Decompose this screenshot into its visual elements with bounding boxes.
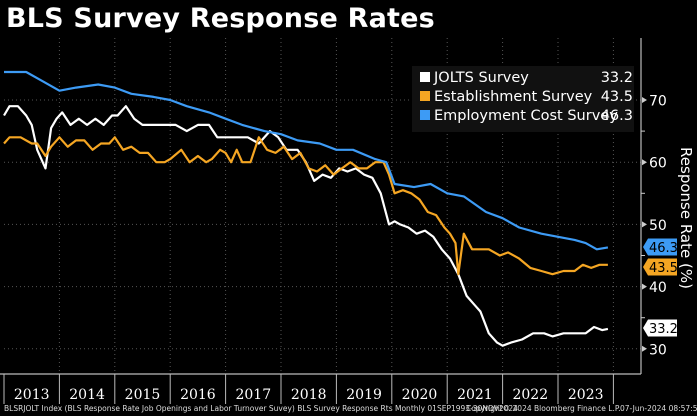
y-tick-label: 40 [649, 280, 667, 296]
y-axis-label: Response Rate (%) [677, 147, 695, 289]
legend-swatch-white [420, 72, 430, 82]
x-tick-label: 2022 [512, 387, 548, 403]
end-badge-label: 46.3 [649, 241, 678, 256]
y-tick-label: 70 [649, 94, 667, 110]
y-tick-label: 30 [649, 342, 667, 358]
x-axis: 2013 2014 2015 2016 2017 2018 2019 2020 2021 2022… [3, 374, 614, 404]
end-badge [643, 319, 677, 337]
y-tick-mark [642, 345, 647, 352]
end-badge-label: 33.2 [649, 322, 678, 337]
x-tick-label: 2021 [457, 387, 493, 403]
footer-source: BLSRJOLT Index (BLS Response Rate Job Op… [4, 404, 518, 413]
legend-value: 33.2 [600, 70, 633, 86]
x-tick-label: 2019 [346, 387, 382, 403]
y-tick-label: 60 [649, 156, 667, 172]
end-badge [643, 238, 677, 256]
legend-label: Establishment Survey [434, 89, 593, 105]
x-tick-label: 2015 [125, 387, 161, 403]
legend-label: Employment Cost Survey [434, 108, 618, 124]
legend-item-establishment: Establishment Survey 43.5 [420, 89, 633, 109]
end-badge [643, 258, 677, 276]
legend-item-jolts: JOLTS Survey 33.2 [420, 70, 633, 90]
y-tick-label: 50 [649, 218, 667, 234]
x-tick-label: 2017 [235, 387, 271, 403]
x-tick-label: 2018 [291, 387, 327, 403]
series-line-establishment-survey [3, 136, 608, 276]
end-value-badges: 33.2 43.5 46.3 [643, 238, 678, 337]
x-tick-label: 2013 [14, 387, 50, 403]
series-lines [3, 70, 609, 347]
legend: JOLTS Survey 33.2 Establishment Survey 4… [412, 66, 634, 132]
legend-swatch-orange [420, 91, 430, 101]
chart-title: BLS Survey Response Rates [6, 3, 435, 34]
y-tick-mark [642, 283, 647, 290]
y-tick-mark [642, 159, 647, 166]
y-tick-mark [642, 221, 647, 228]
y-axis: 30 40 50 60 70 [641, 94, 667, 358]
footer-copyright: Copyright© 2024 Bloomberg Finance L.P. [466, 404, 621, 413]
legend-swatch-blue [420, 110, 430, 120]
x-tick-label: 2014 [69, 387, 105, 403]
legend-label: JOLTS Survey [434, 70, 529, 86]
legend-value: 43.5 [600, 89, 633, 105]
x-tick-label: 2016 [180, 387, 216, 403]
series-line-employment-cost-survey [4, 70, 609, 251]
y-tick-mark [642, 97, 647, 103]
footer-timestamp: 07-Jun-2024 08:57:55 [620, 404, 697, 413]
legend-item-employment-cost: Employment Cost Survey 46.3 [420, 108, 633, 128]
legend-value: 46.3 [600, 108, 633, 124]
x-tick-label: 2023 [568, 387, 604, 403]
end-badge-label: 43.5 [649, 261, 678, 276]
x-tick-label: 2020 [402, 387, 438, 403]
